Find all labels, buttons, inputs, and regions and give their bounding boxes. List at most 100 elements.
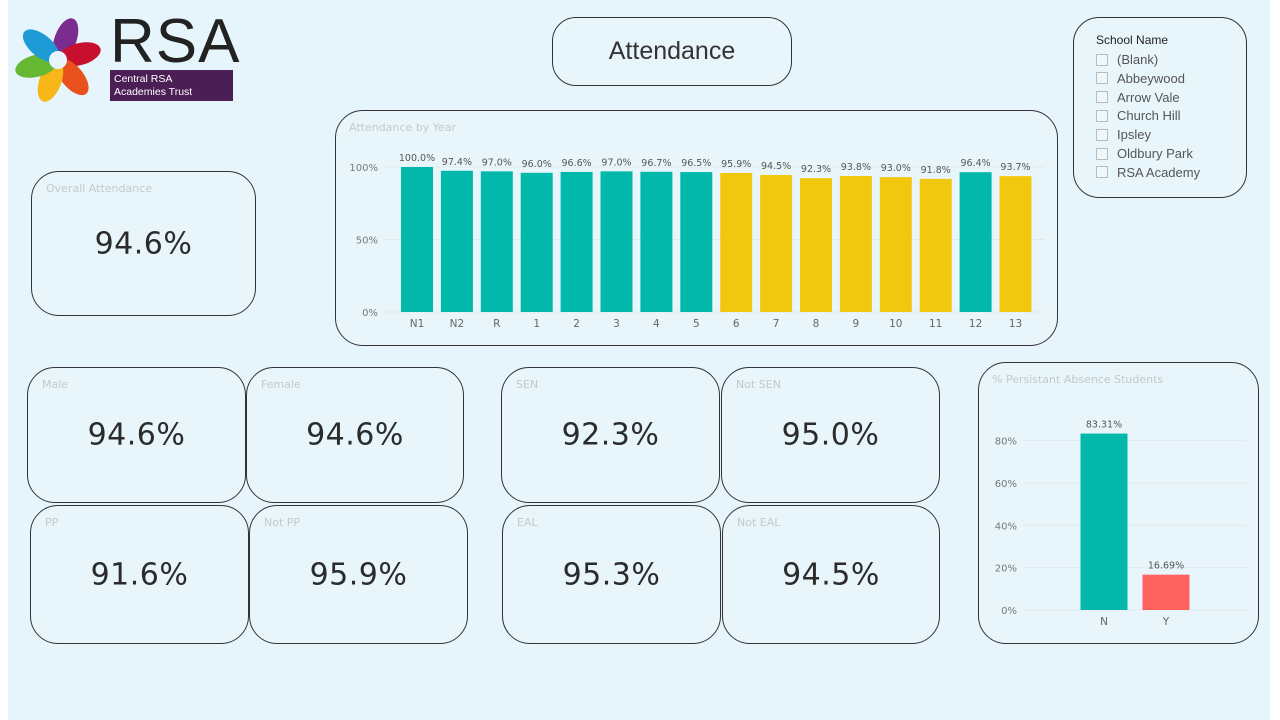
card-value: 94.5% — [782, 557, 880, 592]
slicer-item-label: Oldbury Park — [1117, 146, 1193, 161]
attendance-by-year-chart: Attendance by Year 0% 50% 100% 100.0% N1 97.4… — [335, 110, 1058, 346]
bar-Y — [1142, 574, 1190, 610]
slicer-item-label: (Blank) — [1117, 52, 1159, 67]
slicer-item[interactable]: Church Hill — [1096, 108, 1181, 123]
bar-11 — [919, 178, 952, 312]
slicer-item-label: Arrow Vale — [1117, 89, 1180, 105]
checkbox-icon[interactable] — [1096, 53, 1108, 66]
card-value: 95.0% — [781, 417, 880, 453]
x-tick-label: 3 — [613, 318, 620, 330]
x-tick-label: N2 — [450, 318, 465, 330]
logo-subtitle-line1: Central RSA — [114, 73, 173, 85]
pa-chart-svg: 0% 20% 40% 60% 80% 83.31% N 16.69% Y — [995, 420, 1247, 628]
x-tick-label: N — [1100, 616, 1108, 628]
pinwheel-logo-icon — [15, 18, 101, 102]
card-label: EAL — [517, 516, 538, 529]
overall-attendance-card: Overall Attendance 94.6% — [31, 171, 256, 316]
x-tick-label: 9 — [853, 318, 860, 330]
data-label: 97.0% — [482, 157, 512, 168]
card-label: Female — [261, 378, 301, 391]
x-tick-label: 4 — [653, 318, 660, 330]
y-tick-label: 40% — [995, 521, 1017, 532]
data-label: 96.5% — [681, 158, 711, 169]
data-label: 96.7% — [641, 158, 671, 169]
y-tick-label: 100% — [349, 163, 378, 174]
eal-card: EAL 95.3% — [502, 505, 721, 644]
x-tick-label: Y — [1162, 616, 1170, 628]
x-tick-label: 11 — [929, 318, 942, 330]
bar-N2 — [440, 170, 473, 312]
slicer-item[interactable]: RSA Academy — [1096, 165, 1200, 180]
card-value: 94.6% — [94, 226, 193, 261]
bar-13 — [999, 176, 1032, 312]
slicer-item-label: RSA Academy — [1117, 164, 1201, 180]
bar-1 — [520, 172, 553, 312]
card-label: Not SEN — [736, 378, 781, 391]
slicer-item[interactable]: Arrow Vale — [1096, 90, 1180, 105]
x-tick-label: 8 — [813, 318, 820, 330]
bar-N1 — [401, 167, 433, 312]
male-card: Male 94.6% — [27, 367, 246, 503]
bar-9 — [839, 175, 872, 312]
slicer-item-label: Abbeywood — [1117, 70, 1185, 86]
not-eal-card: Not EAL 94.5% — [722, 505, 940, 644]
data-label: 83.31% — [1086, 420, 1122, 431]
chart-title: % Persistant Absence Students — [992, 373, 1164, 386]
checkbox-icon[interactable] — [1096, 166, 1108, 179]
persistent-absence-chart: % Persistant Absence Students 0% 20% 40% 60… — [978, 362, 1259, 644]
card-value: 95.9% — [309, 557, 408, 592]
y-tick-label: 60% — [995, 479, 1017, 490]
card-label: Not EAL — [737, 516, 781, 529]
data-label: 96.0% — [522, 159, 552, 170]
x-tick-label: R — [493, 318, 500, 330]
y-tick-label: 20% — [995, 564, 1017, 575]
data-label: 96.6% — [562, 158, 592, 169]
slicer-title: School Name — [1096, 33, 1169, 47]
data-label: 95.9% — [721, 159, 751, 170]
card-value: 94.6% — [306, 417, 404, 453]
x-tick-label: 12 — [969, 318, 982, 330]
bar-8 — [800, 178, 832, 312]
x-tick-label: N1 — [410, 318, 425, 330]
school-name-slicer[interactable]: School Name (Blank) Abbeywood Arrow Vale Ch… — [1073, 17, 1247, 198]
slicer-item[interactable]: Ipsley — [1096, 127, 1151, 142]
logo-subtitle-line2: Academies Trust — [114, 85, 193, 98]
checkbox-icon[interactable] — [1096, 91, 1108, 104]
logo-wordmark: RSA — [110, 7, 241, 76]
bar-7 — [760, 174, 793, 312]
card-value: 94.6% — [87, 417, 186, 453]
bar-12 — [959, 172, 992, 312]
data-label: 96.4% — [961, 158, 991, 169]
slicer-item-label: Ipsley — [1117, 127, 1151, 143]
bar-10 — [879, 177, 912, 312]
x-tick-label: 7 — [773, 318, 780, 330]
bar-2 — [560, 171, 593, 312]
logo-subtitle: Central RSA Academies Trust — [110, 70, 233, 101]
bar-4 — [640, 171, 673, 312]
bar-R — [480, 171, 513, 312]
sen-card: SEN 92.3% — [501, 367, 720, 503]
checkbox-icon[interactable] — [1096, 128, 1108, 141]
pp-card: PP 91.6% — [30, 505, 249, 644]
card-value: 91.6% — [90, 557, 189, 592]
x-tick-label: 10 — [889, 318, 902, 330]
card-label: Male — [42, 378, 69, 391]
not-sen-card: Not SEN 95.0% — [721, 367, 940, 503]
data-label: 16.69% — [1148, 561, 1184, 572]
card-label: Not PP — [264, 516, 301, 529]
checkbox-icon[interactable] — [1096, 72, 1108, 85]
x-tick-label: 13 — [1009, 318, 1022, 330]
page-title: Attendance — [552, 17, 792, 86]
rsa-logo: RSA Central RSA Academies Trust — [14, 7, 239, 102]
checkbox-icon[interactable] — [1096, 109, 1108, 122]
card-label: SEN — [516, 378, 539, 391]
slicer-item[interactable]: Oldbury Park — [1096, 146, 1193, 161]
checkbox-icon[interactable] — [1096, 147, 1108, 160]
data-label: 92.3% — [801, 164, 831, 175]
data-label: 97.4% — [442, 157, 472, 168]
bar-6 — [720, 172, 753, 312]
slicer-item[interactable]: (Blank) — [1096, 52, 1158, 67]
card-label: PP — [45, 516, 59, 529]
slicer-item[interactable]: Abbeywood — [1096, 71, 1185, 86]
data-label: 93.7% — [1000, 162, 1030, 173]
